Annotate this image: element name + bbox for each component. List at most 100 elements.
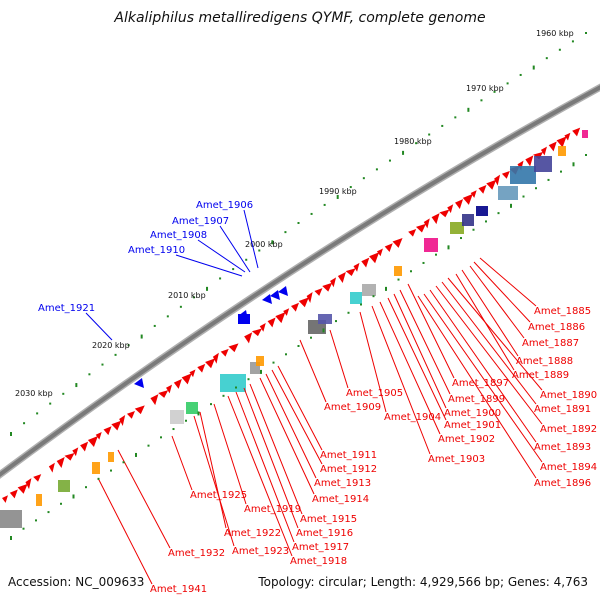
forward-gene	[119, 415, 125, 426]
gene-label: Amet_1903	[428, 454, 485, 465]
forward-gene	[432, 213, 440, 224]
leader-line	[408, 284, 454, 378]
leader-line	[272, 370, 322, 464]
feature-block	[394, 266, 402, 276]
inner-tick	[123, 461, 125, 463]
inner-tick	[48, 511, 50, 513]
kbp-label: 1980 kbp	[394, 137, 432, 146]
inner-tick	[385, 287, 387, 291]
forward-gene	[33, 474, 41, 482]
inner-tick	[23, 528, 25, 530]
scale-tick	[36, 412, 38, 414]
forward-gene	[369, 252, 379, 263]
forward-gene	[49, 463, 55, 473]
forward-gene	[25, 478, 31, 489]
gene-label: Amet_1897	[452, 378, 509, 389]
gene-label: Amet_1923	[232, 546, 289, 557]
forward-gene	[244, 332, 252, 343]
gene-label: Amet_1906	[196, 200, 253, 211]
gene-label: Amet_1902	[438, 434, 495, 445]
scale-tick	[507, 82, 509, 84]
scale-tick	[167, 315, 169, 317]
leader-line	[474, 262, 530, 322]
leader-line	[266, 374, 316, 478]
gene-label: Amet_1894	[540, 462, 597, 473]
inner-tick	[260, 370, 262, 374]
gene-label: Amet_1921	[38, 303, 95, 314]
scale-tick	[258, 250, 260, 252]
forward-gene	[135, 405, 145, 414]
scale-tick	[115, 354, 117, 356]
inner-tick	[198, 411, 200, 415]
forward-gene	[252, 328, 262, 336]
forward-gene	[104, 426, 112, 435]
kbp-label: 2000 kbp	[245, 240, 283, 249]
forward-gene	[174, 379, 182, 389]
forward-gene	[338, 272, 346, 283]
inner-tick	[148, 445, 150, 447]
inner-tick	[410, 270, 412, 272]
forward-gene	[478, 185, 486, 194]
gene-label: Amet_1919	[244, 504, 301, 515]
scale-tick	[10, 432, 12, 436]
leader-line	[388, 298, 446, 420]
inner-tick	[85, 486, 87, 488]
forward-gene	[307, 292, 313, 303]
forward-gene	[486, 180, 496, 190]
forward-gene	[572, 128, 580, 137]
forward-gene	[80, 442, 88, 452]
inner-tick	[98, 478, 100, 480]
gene-label: Amet_1905	[346, 388, 403, 399]
leader-line	[214, 404, 246, 504]
feature-block	[0, 510, 22, 528]
forward-gene	[150, 394, 158, 405]
forward-gene	[314, 288, 322, 296]
scale-tick	[441, 125, 443, 127]
forward-gene	[549, 141, 557, 151]
inner-tick	[285, 353, 287, 355]
inner-tick	[473, 229, 475, 231]
forward-gene	[502, 171, 510, 179]
gene-label: Amet_1896	[534, 478, 591, 489]
inner-tick	[423, 262, 425, 264]
forward-gene	[416, 224, 426, 233]
scale-tick	[585, 32, 587, 34]
leader-line	[194, 416, 234, 546]
inner-tick	[560, 171, 562, 173]
kbp-label: 2020 kbp	[92, 341, 130, 350]
scale-tick	[62, 393, 64, 395]
gene-label: Amet_1899	[448, 394, 505, 405]
gene-label: Amet_1885	[534, 306, 591, 317]
scale-tick	[454, 116, 456, 118]
scale-tick	[389, 160, 391, 162]
feature-block	[582, 130, 588, 138]
inner-tick	[160, 436, 162, 438]
inner-tick	[373, 295, 375, 297]
forward-gene	[330, 277, 336, 287]
gene-label: Amet_1891	[534, 404, 591, 415]
forward-gene	[494, 175, 500, 186]
topology-text: Topology: circular; Length: 4,929,566 bp…	[258, 575, 588, 589]
gene-label: Amet_1918	[290, 556, 347, 567]
scale-tick	[324, 204, 326, 206]
scale-tick	[75, 383, 77, 387]
inner-tick	[110, 470, 112, 472]
gene-label: Amet_1925	[190, 490, 247, 501]
gene-label: Amet_1907	[172, 216, 229, 227]
feature-block	[108, 452, 114, 462]
inner-tick	[585, 154, 587, 156]
scale-tick	[559, 49, 561, 51]
inner-tick	[298, 345, 300, 347]
inner-tick	[223, 395, 225, 397]
scale-tick	[284, 231, 286, 233]
scale-tick	[520, 74, 522, 76]
forward-gene	[439, 210, 449, 218]
forward-gene	[213, 353, 219, 364]
feature-block	[256, 356, 264, 366]
forward-gene	[424, 218, 430, 228]
inner-tick	[485, 220, 487, 222]
gene-label: Amet_1893	[534, 442, 591, 453]
inner-tick	[323, 328, 325, 332]
gene-label: Amet_1911	[320, 450, 377, 461]
forward-gene	[205, 358, 215, 368]
